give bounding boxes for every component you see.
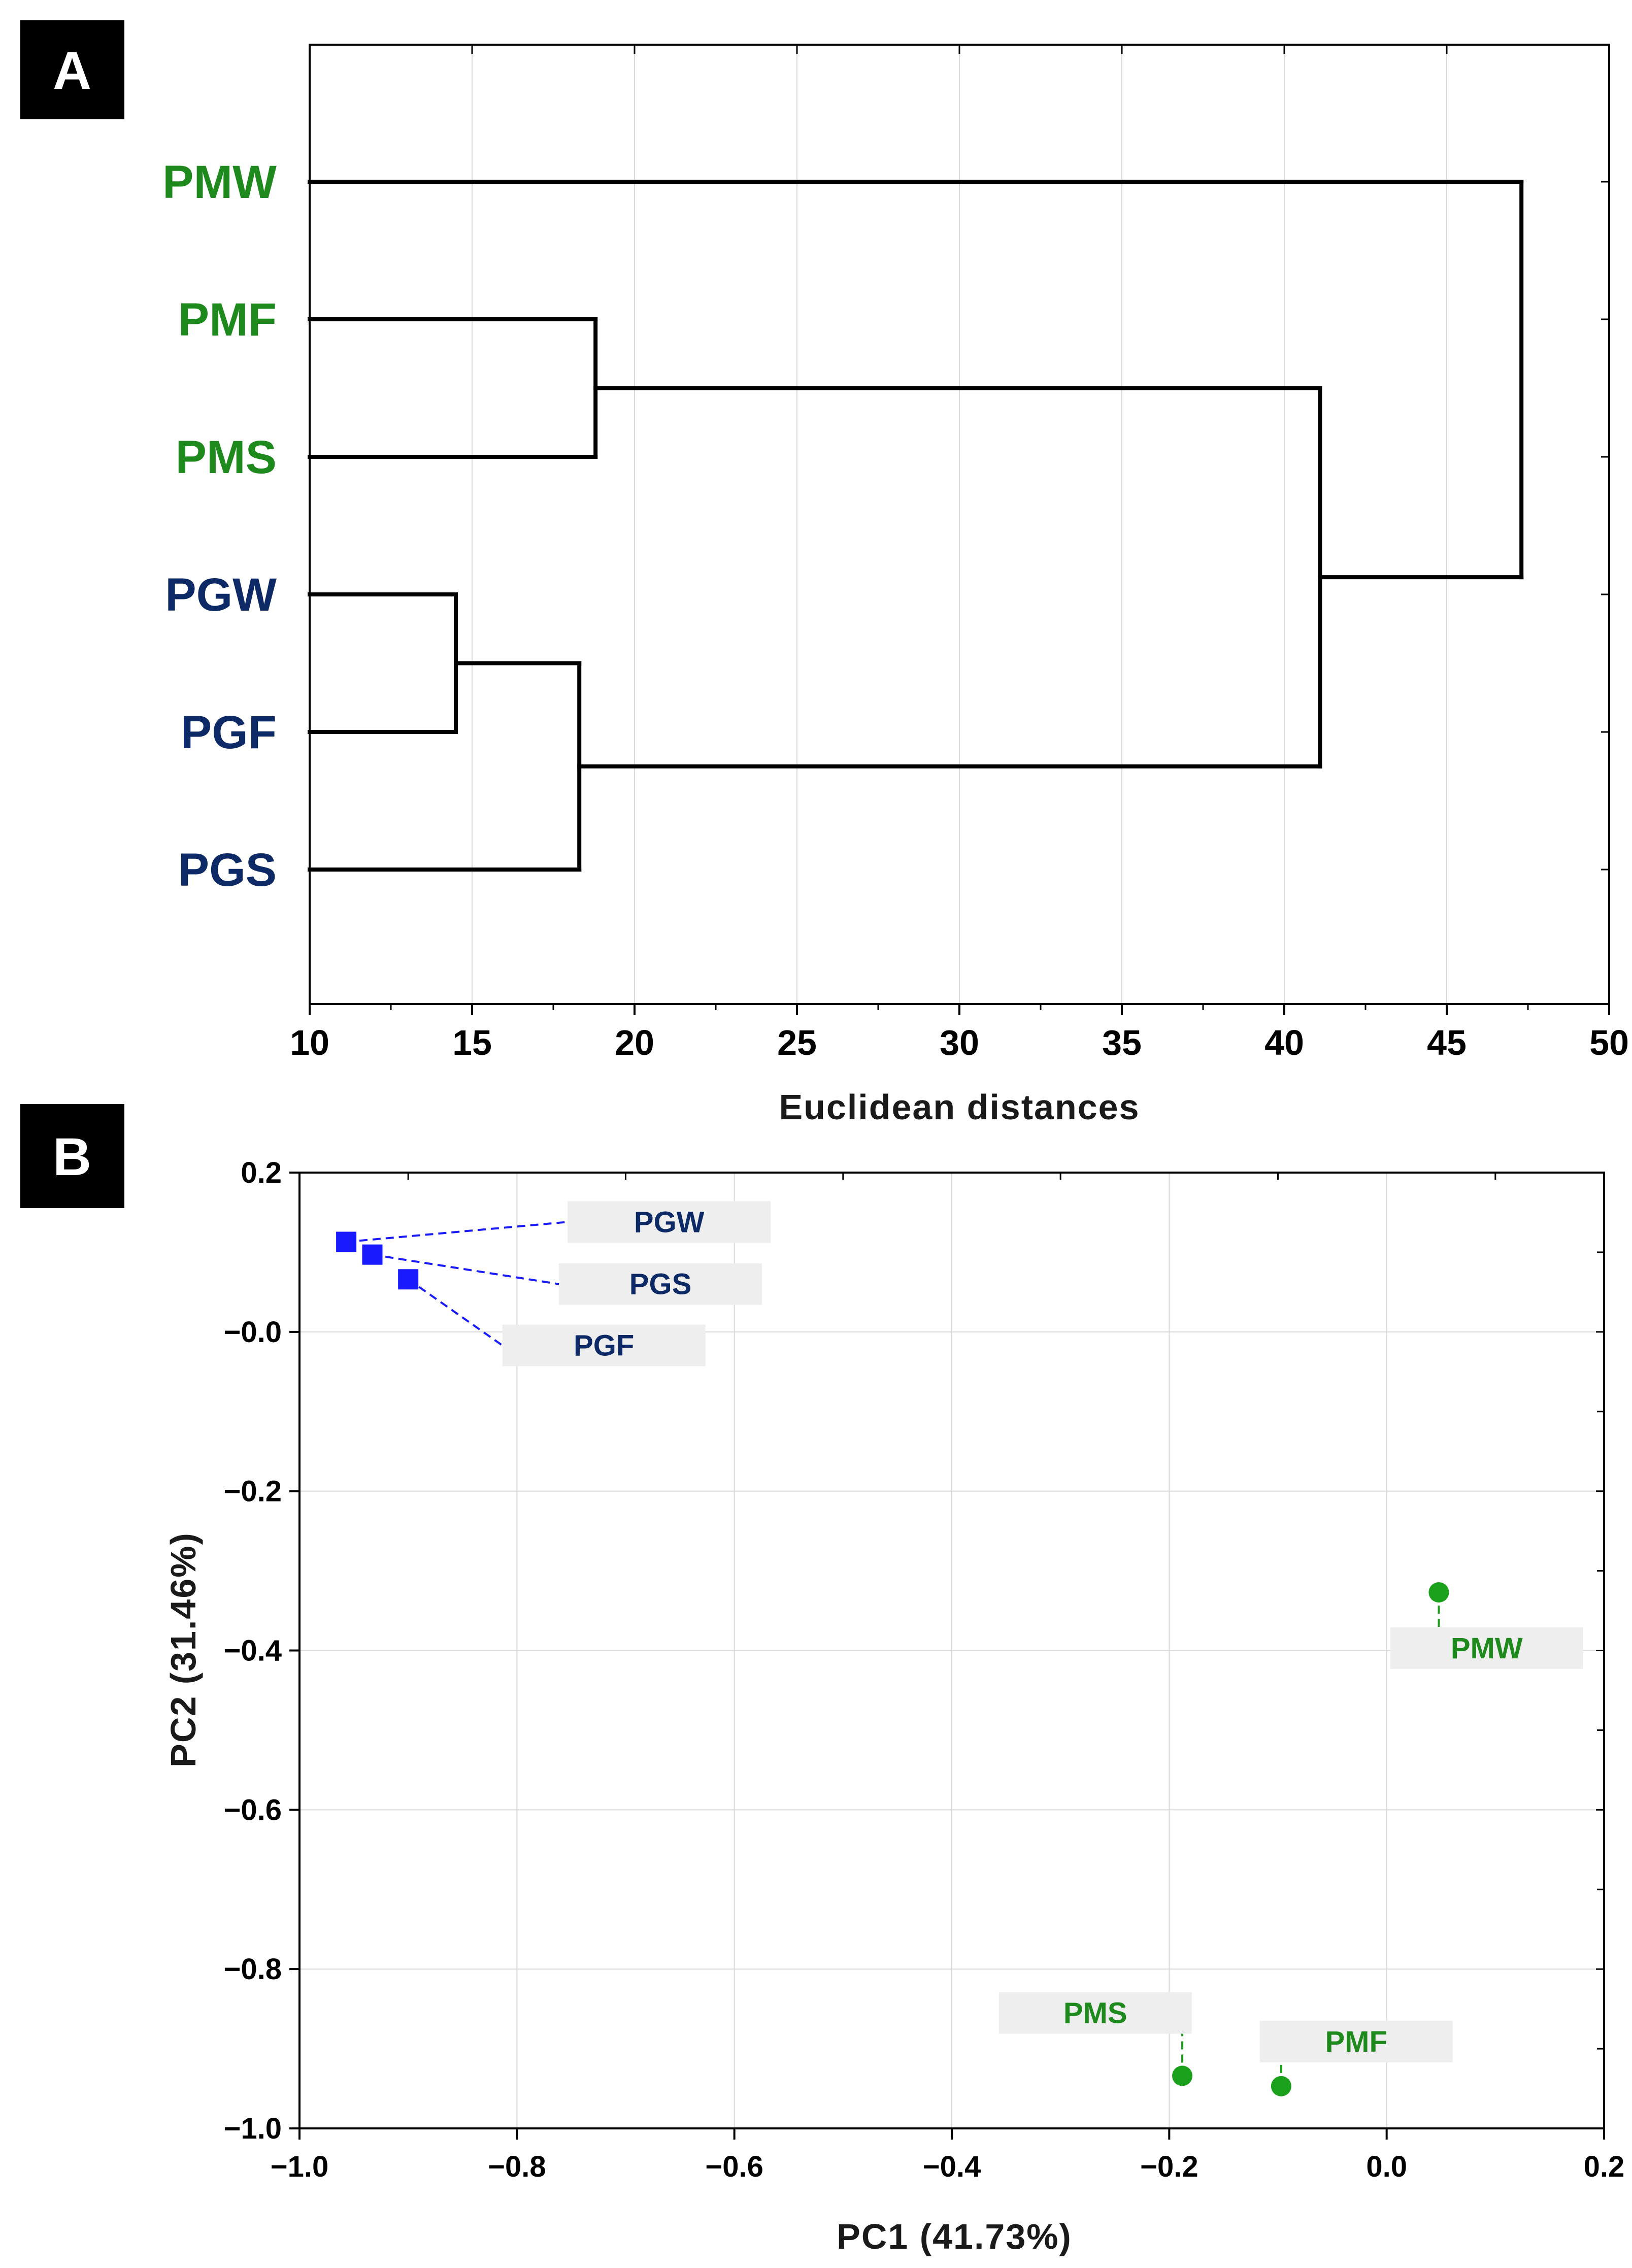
- pca-point-pmf: [1271, 2076, 1291, 2096]
- pca-point-labels: PGW PGS PGF PMW PMS PMF: [346, 1201, 1583, 2086]
- dendrogram-leaf-pmf: PMF: [178, 294, 277, 346]
- pca-label-pgs: PGS: [629, 1268, 692, 1301]
- pca-point-pgw: [336, 1231, 357, 1252]
- pca-y-tick-label: −0.4: [224, 1635, 282, 1667]
- dendrogram-leaf-pgw: PGW: [165, 569, 277, 621]
- pca-x-tick-label: −0.6: [705, 2150, 763, 2183]
- pca-label-pmf: PMF: [1325, 2025, 1387, 2058]
- pca-y-tick-label: −0.8: [224, 1953, 282, 1986]
- dendrogram-x-tick-label: 30: [940, 1023, 979, 1062]
- pca-point-pgs: [362, 1244, 383, 1265]
- pca-y-tick-label: −0.2: [224, 1475, 282, 1508]
- dendrogram-grid: [472, 45, 1447, 1004]
- pca-label-box-pgw: [568, 1201, 771, 1243]
- pca-leader-line-pgw: [346, 1221, 568, 1243]
- dendrogram-leaf-pgs: PGS: [178, 844, 277, 896]
- pca-point-pmw: [1428, 1582, 1449, 1603]
- dendrogram-links: [308, 180, 1524, 872]
- panel-b-letter: B: [53, 1127, 91, 1187]
- panel-b-letter-box: [20, 1104, 124, 1208]
- pca-leader-line-pgs: [372, 1253, 559, 1285]
- panel-a-letter-box: [20, 20, 124, 119]
- pca-y-axis-title: PC2 (31.46%): [163, 1532, 203, 1767]
- pca-y-tick-label: −0.0: [224, 1316, 282, 1349]
- pca-y-tick-label: −0.6: [224, 1793, 282, 1826]
- dendrogram-leaf-pmw: PMW: [162, 156, 277, 208]
- dendrogram-leaf-pms: PMS: [176, 431, 277, 483]
- pca-label-box-pms: [998, 1992, 1192, 2034]
- dendrogram-leaf-labels: PMW PMF PMS PGW PGF PGS: [162, 156, 277, 896]
- pca-x-axis-title: PC1 (41.73%): [837, 2217, 1072, 2256]
- dendrogram-x-tick-label: 15: [452, 1023, 492, 1062]
- pca-label-pmw: PMW: [1451, 1632, 1523, 1665]
- panel-b: B −1.0 −0.8 −0.6 −0.4 −0.2 0.0 0.20.2−0.0−0.2−…: [20, 1104, 1624, 2256]
- pca-x-tick-label: −0.2: [1140, 2150, 1198, 2183]
- pca-point-pgf: [398, 1269, 419, 1290]
- pca-label-box-pmf: [1259, 2020, 1453, 2062]
- pca-axis-ticks: [289, 1172, 1605, 2140]
- pca-y-tick-label: −1.0: [224, 2112, 282, 2145]
- pca-x-tick-label: −0.4: [923, 2150, 981, 2183]
- dendrogram-x-tick-label: 25: [777, 1023, 817, 1062]
- pca-x-tick-label: 0.2: [1584, 2150, 1625, 2183]
- panel-a: A 10 15 20 25 30 35 40 45 50 PMWPMFPMSPGWPGFPGS …: [20, 20, 1629, 1127]
- dendrogram-x-tick-label: 35: [1102, 1023, 1142, 1062]
- dendrogram-x-tick-label: 10: [290, 1023, 329, 1062]
- dendrogram-leaf-pgf: PGF: [181, 707, 277, 758]
- pca-label-pgw: PGW: [634, 1206, 705, 1239]
- pca-label-pgf: PGF: [574, 1329, 634, 1362]
- dendrogram-axis-tick-labels: 10 15 20 25 30 35 40 45 50: [290, 1023, 1629, 1062]
- dendrogram-x-tick-label: 40: [1264, 1023, 1304, 1062]
- pca-x-tick-label: −1.0: [271, 2150, 329, 2183]
- pca-y-tick-label: 0.2: [241, 1156, 282, 1189]
- dendrogram-x-tick-label: 20: [615, 1023, 654, 1062]
- pca-label-box-pgf: [502, 1324, 706, 1366]
- pca-label-pms: PMS: [1063, 1996, 1127, 2029]
- dendrogram-axis-ticks: [309, 45, 1610, 1015]
- dendrogram-x-tick-label: 50: [1589, 1023, 1629, 1062]
- pca-points: [336, 1231, 1449, 2096]
- dendrogram-x-tick-label: 45: [1427, 1023, 1467, 1062]
- pca-label-box-pmw: [1390, 1627, 1583, 1669]
- pca-point-pms: [1172, 2065, 1193, 2086]
- dendrogram-x-axis-title: Euclidean distances: [779, 1087, 1140, 1127]
- pca-axis-tick-labels: −1.0 −0.8 −0.6 −0.4 −0.2 0.0 0.2 0.2 −0.0 −0.2 −0.…: [224, 1156, 1625, 2183]
- pca-x-tick-label: 0.0: [1366, 2150, 1407, 2183]
- panel-a-letter: A: [53, 41, 91, 101]
- pca-leader-line-pgf: [408, 1278, 503, 1347]
- pca-grid: [299, 1173, 1604, 2128]
- pca-label-box-pgs: [559, 1263, 762, 1305]
- pca-x-tick-label: −0.8: [488, 2150, 546, 2183]
